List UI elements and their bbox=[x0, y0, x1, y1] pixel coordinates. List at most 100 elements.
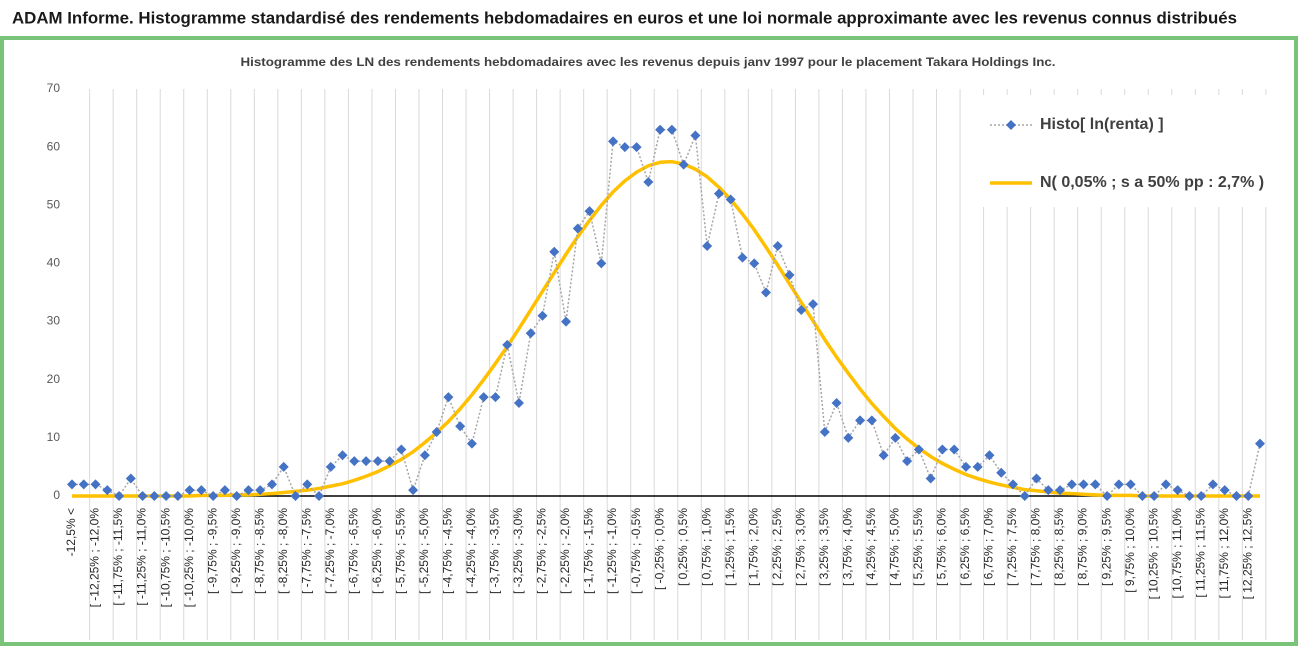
x-tick-label: [ 9,75% ; 10,0% bbox=[1123, 508, 1137, 593]
data-point bbox=[361, 456, 372, 467]
data-point bbox=[1113, 479, 1124, 490]
x-tick-label: [ 7,25% ; 7,5% bbox=[1005, 508, 1019, 586]
data-point bbox=[1066, 479, 1077, 490]
chart-title: ADAM Informe. Histogramme standardisé de… bbox=[12, 8, 1237, 27]
data-point bbox=[760, 287, 771, 298]
data-point bbox=[278, 461, 289, 472]
data-point bbox=[1102, 491, 1113, 501]
x-tick-label: [ -7,75% ; -7,5% bbox=[299, 508, 313, 594]
data-point bbox=[1149, 491, 1160, 501]
data-point bbox=[149, 491, 160, 501]
data-point bbox=[1031, 473, 1042, 484]
data-point bbox=[831, 397, 842, 408]
y-tick-label: 30 bbox=[47, 314, 61, 328]
data-point bbox=[725, 194, 736, 205]
x-tick-label: [ -3,25% ; -3,0% bbox=[511, 508, 525, 594]
x-tick-label: [ -1,75% ; -1,5% bbox=[582, 508, 596, 594]
legend-box bbox=[962, 95, 1288, 207]
data-point bbox=[913, 444, 924, 455]
data-point bbox=[1160, 479, 1171, 490]
y-tick-label: 0 bbox=[53, 488, 60, 502]
data-point bbox=[819, 427, 830, 438]
x-tick-label: [ 3,25% ; 3,5% bbox=[817, 508, 831, 586]
data-point bbox=[525, 328, 536, 339]
x-tick-label: [ -5,75% ; -5,5% bbox=[394, 508, 408, 594]
data-point bbox=[749, 258, 760, 269]
data-point bbox=[596, 258, 607, 269]
data-point bbox=[314, 491, 325, 501]
data-point bbox=[372, 456, 383, 467]
legend-marker bbox=[1006, 120, 1016, 130]
data-point bbox=[419, 450, 430, 461]
data-point bbox=[878, 450, 889, 461]
data-point bbox=[1007, 479, 1018, 490]
data-point bbox=[925, 473, 936, 484]
data-point bbox=[855, 415, 866, 426]
data-point bbox=[1172, 485, 1183, 496]
x-tick-label: [ -0,25% ; 0,0% bbox=[652, 508, 666, 590]
data-point bbox=[231, 491, 242, 501]
chart-subtitle: Histogramme des LN des rendements hebdom… bbox=[241, 55, 1056, 69]
data-point bbox=[1090, 479, 1101, 490]
data-point bbox=[184, 485, 195, 496]
x-tick-label: [ -5,25% ; -5,0% bbox=[417, 508, 431, 594]
y-tick-label: 60 bbox=[47, 139, 61, 153]
x-tick-label: [ -6,25% ; -6,0% bbox=[370, 508, 384, 594]
data-point bbox=[196, 485, 207, 496]
x-tick-label: [ 6,75% ; 7,0% bbox=[982, 508, 996, 586]
legend-label: N( 0,05% ; s a 50% pp : 2,7% ) bbox=[1040, 174, 1264, 191]
data-point bbox=[325, 461, 336, 472]
data-point bbox=[396, 444, 407, 455]
data-point bbox=[384, 456, 395, 467]
data-point bbox=[114, 491, 125, 501]
data-point bbox=[1043, 485, 1054, 496]
data-point bbox=[549, 246, 560, 257]
data-point bbox=[219, 485, 230, 496]
data-point bbox=[172, 491, 183, 501]
x-tick-label: [ 0,25% ; 0,5% bbox=[676, 508, 690, 586]
x-tick-label: [ -6,75% ; -6,5% bbox=[346, 508, 360, 594]
data-point bbox=[619, 142, 630, 153]
data-point bbox=[302, 479, 313, 490]
data-point bbox=[608, 136, 619, 147]
y-tick-label: 10 bbox=[47, 430, 61, 444]
data-point bbox=[902, 456, 913, 467]
data-point bbox=[1196, 491, 1207, 501]
data-point bbox=[772, 240, 783, 251]
data-point bbox=[537, 310, 548, 321]
x-tick-label: [ -9,75% ; -9,5% bbox=[205, 508, 219, 594]
x-tick-label: [ -10,75% ; -10,5% bbox=[158, 508, 172, 608]
x-tick-label: [ 5,25% ; 5,5% bbox=[911, 508, 925, 586]
data-point bbox=[290, 491, 301, 501]
x-tick-label: [ 2,25% ; 2,5% bbox=[770, 508, 784, 586]
data-point bbox=[678, 159, 689, 170]
data-point bbox=[666, 124, 677, 135]
x-tick-label: [ 10,25% ; 10,5% bbox=[1146, 508, 1160, 600]
x-tick-label: [ -7,25% ; -7,0% bbox=[323, 508, 337, 594]
data-point bbox=[1231, 491, 1242, 501]
data-point bbox=[1243, 491, 1254, 501]
x-tick-label: [ 4,75% ; 5,0% bbox=[888, 508, 902, 586]
x-tick-label: [ 7,75% ; 8,0% bbox=[1029, 508, 1043, 586]
x-tick-label: [ 0,75% ; 1,0% bbox=[699, 508, 713, 586]
data-point bbox=[208, 491, 219, 501]
x-tick-label: [ 11,75% ; 12,0% bbox=[1217, 508, 1231, 599]
x-tick-label: [ 1,75% ; 2,0% bbox=[746, 508, 760, 586]
data-point bbox=[984, 450, 995, 461]
data-point bbox=[78, 479, 89, 490]
x-tick-label: [ -0,75% ; -0,5% bbox=[629, 508, 643, 594]
data-point bbox=[67, 479, 77, 490]
x-tick-label: [ -3,75% ; -3,5% bbox=[488, 508, 502, 594]
x-tick-label: [ -8,25% ; -8,0% bbox=[276, 508, 290, 594]
y-tick-label: 70 bbox=[47, 81, 61, 95]
data-point bbox=[690, 130, 701, 141]
data-point bbox=[572, 223, 583, 234]
data-point bbox=[937, 444, 948, 455]
data-point bbox=[702, 240, 713, 251]
x-tick-label: [ 8,25% ; 8,5% bbox=[1052, 508, 1066, 586]
x-tick-label: [ 5,75% ; 6,0% bbox=[935, 508, 949, 586]
x-tick-label: [ 9,25% ; 9,5% bbox=[1099, 508, 1113, 586]
y-tick-label: 50 bbox=[47, 197, 61, 211]
data-point bbox=[1019, 491, 1030, 501]
